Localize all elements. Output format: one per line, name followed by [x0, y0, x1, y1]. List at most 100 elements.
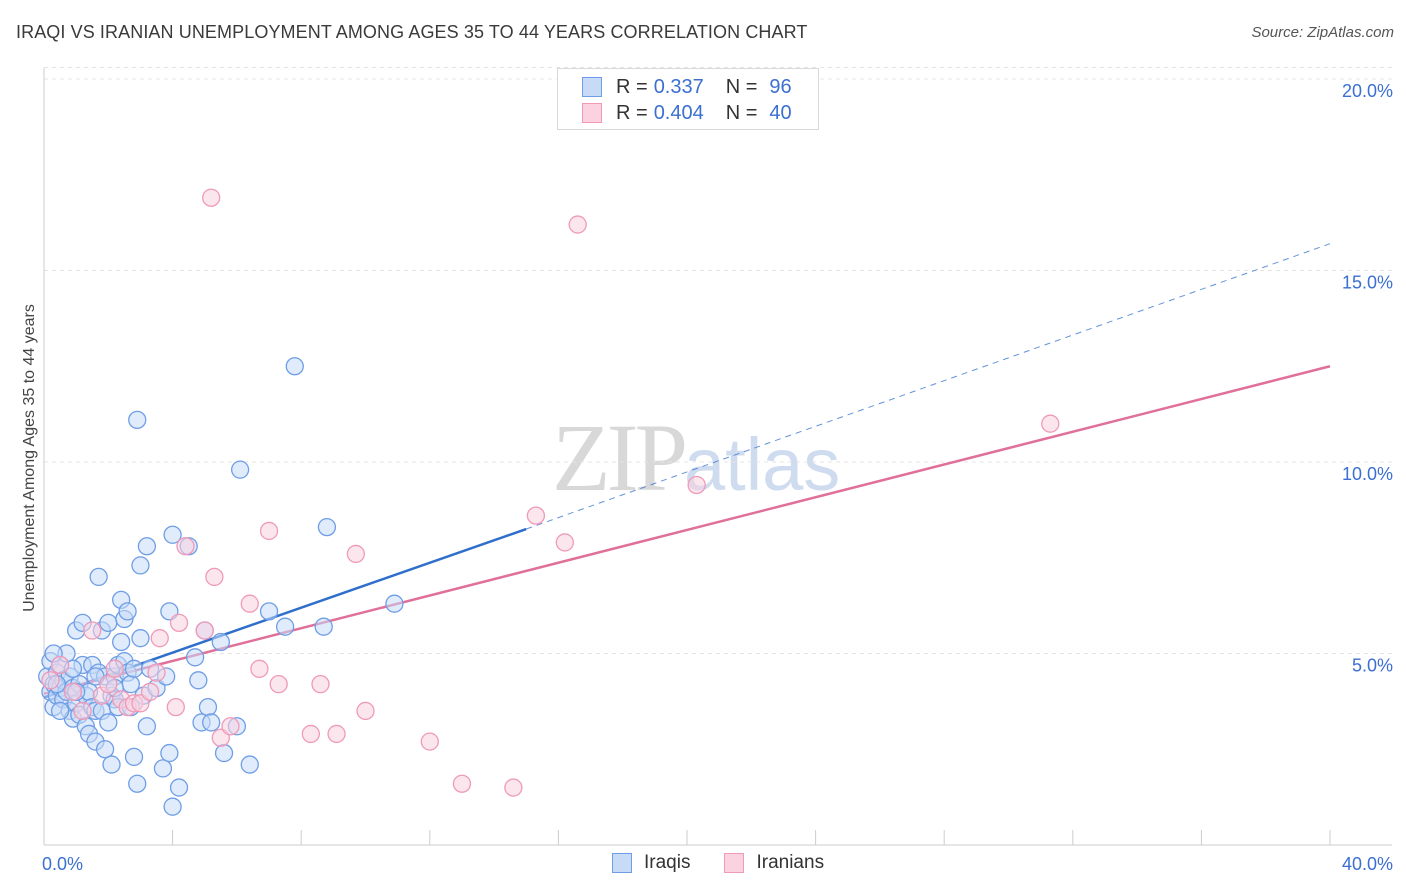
r-label: R = — [616, 101, 648, 124]
iranian-point — [568, 215, 587, 234]
legend-item-iranians: Iranians — [724, 852, 824, 874]
iranian-point — [250, 659, 269, 678]
iranian-point — [83, 621, 102, 640]
iranian-point — [202, 188, 221, 207]
iraqi-point — [198, 697, 218, 717]
iraqi-point — [240, 755, 259, 774]
y-tick-label: 15.0% — [1342, 273, 1393, 293]
iraqi-point — [189, 671, 208, 690]
r-value: 0.404 — [653, 101, 704, 124]
grid-lines — [44, 67, 1392, 654]
iranian-point — [176, 537, 195, 556]
iranian-point — [301, 724, 320, 744]
x-tick-label: 0.0% — [42, 854, 83, 874]
iraqi-point — [230, 460, 250, 479]
y-tick-label: 10.0% — [1342, 464, 1393, 484]
iraqi-point — [124, 659, 144, 678]
iranian-point — [105, 659, 124, 678]
iraqi-point — [124, 747, 144, 767]
iranian-point — [50, 655, 70, 675]
iraqi-trend-extension — [526, 243, 1331, 530]
iraqi-point — [214, 743, 234, 763]
legend-label-iranians: Iranians — [756, 852, 825, 873]
iranian-point — [63, 682, 83, 701]
iraqi-point — [137, 717, 157, 736]
iraqi-point — [89, 567, 108, 587]
iraqi-point — [128, 410, 147, 430]
iraqis-swatch — [582, 77, 602, 97]
iraqi-point — [259, 602, 279, 621]
iraqi-point — [153, 759, 173, 778]
iranian-point — [221, 717, 240, 736]
n-label: N = — [725, 101, 758, 124]
iranian-point — [687, 475, 706, 495]
watermark-zip: ZIP — [552, 404, 688, 511]
iranian-point — [140, 682, 160, 701]
r-value: 0.337 — [653, 75, 704, 98]
iraqi-point — [95, 740, 115, 759]
iraqi-point — [131, 629, 150, 648]
iranian-point — [555, 533, 574, 552]
iranian-point — [73, 701, 92, 721]
watermark: ZIPatlas — [552, 402, 840, 513]
iraqi-point — [163, 797, 182, 816]
iranian-point — [195, 621, 214, 640]
n-label: N = — [725, 75, 758, 98]
iranian-point — [150, 629, 169, 648]
iraqi-point — [99, 713, 118, 732]
iranian-point — [526, 506, 546, 525]
iranian-point — [259, 521, 279, 541]
chart-title: IRAQI VS IRANIAN UNEMPLOYMENT AMONG AGES… — [16, 22, 808, 42]
r-label: R = — [616, 75, 648, 98]
iranian-trend-line — [43, 365, 1331, 695]
y-tick-label: 5.0% — [1352, 656, 1393, 676]
iraqi-point — [163, 525, 182, 544]
series-legend: Iraqis Iranians — [612, 852, 858, 874]
iraqi-point — [118, 602, 137, 621]
iraqi-point — [131, 556, 150, 575]
iranian-point — [346, 544, 366, 564]
iranian-point — [1041, 414, 1060, 433]
iranian-point — [166, 697, 185, 717]
iranian-point — [99, 674, 118, 694]
iranians-swatch — [582, 103, 602, 123]
iranian-point — [356, 701, 375, 721]
n-value: 96 — [769, 75, 792, 98]
iraqi-point — [50, 701, 70, 721]
iranian-point — [269, 674, 288, 694]
iranian-point — [147, 663, 166, 682]
iraqi-point — [112, 632, 131, 652]
iranian-point — [205, 567, 224, 587]
iraqi-point — [128, 774, 147, 793]
iraqi-point — [285, 357, 304, 376]
iranian-point — [240, 594, 259, 613]
iranian-point — [311, 674, 330, 694]
tick-labels: 5.0% 10.0% 15.0% 20.0% 0.0% 40.0% — [42, 81, 1393, 874]
iraqi-point — [385, 594, 404, 613]
iraqi-point — [160, 743, 179, 763]
axes — [43, 68, 1392, 846]
iranian-point — [420, 732, 439, 751]
legend-item-iraqis: Iraqis — [612, 852, 690, 874]
iraqi-point — [202, 713, 221, 732]
iraqi-point — [137, 537, 157, 556]
data-points — [38, 188, 1060, 816]
iranian-point — [504, 778, 523, 797]
n-value: 40 — [769, 101, 792, 124]
iranians-swatch — [724, 853, 745, 873]
iranian-point — [452, 774, 472, 793]
watermark-atlas: atlas — [684, 423, 841, 506]
legend-label-iraqis: Iraqis — [644, 852, 691, 873]
iraqi-point — [275, 617, 295, 636]
x-tick-label: 40.0% — [1342, 854, 1393, 874]
source-label: Source: ZipAtlas.com — [1251, 24, 1394, 41]
iraqi-point — [211, 632, 230, 652]
iranian-point — [41, 671, 60, 690]
correlation-legend: R = 0.337 N = 96 R = 0.404 N = 40 — [557, 68, 819, 130]
iraqi-point — [185, 648, 205, 667]
legend-row-iranians: R = 0.404 N = 40 — [582, 101, 792, 125]
iraqi-point — [102, 755, 121, 774]
iraqis-swatch — [612, 853, 632, 873]
y-tick-label: 20.0% — [1342, 81, 1393, 101]
